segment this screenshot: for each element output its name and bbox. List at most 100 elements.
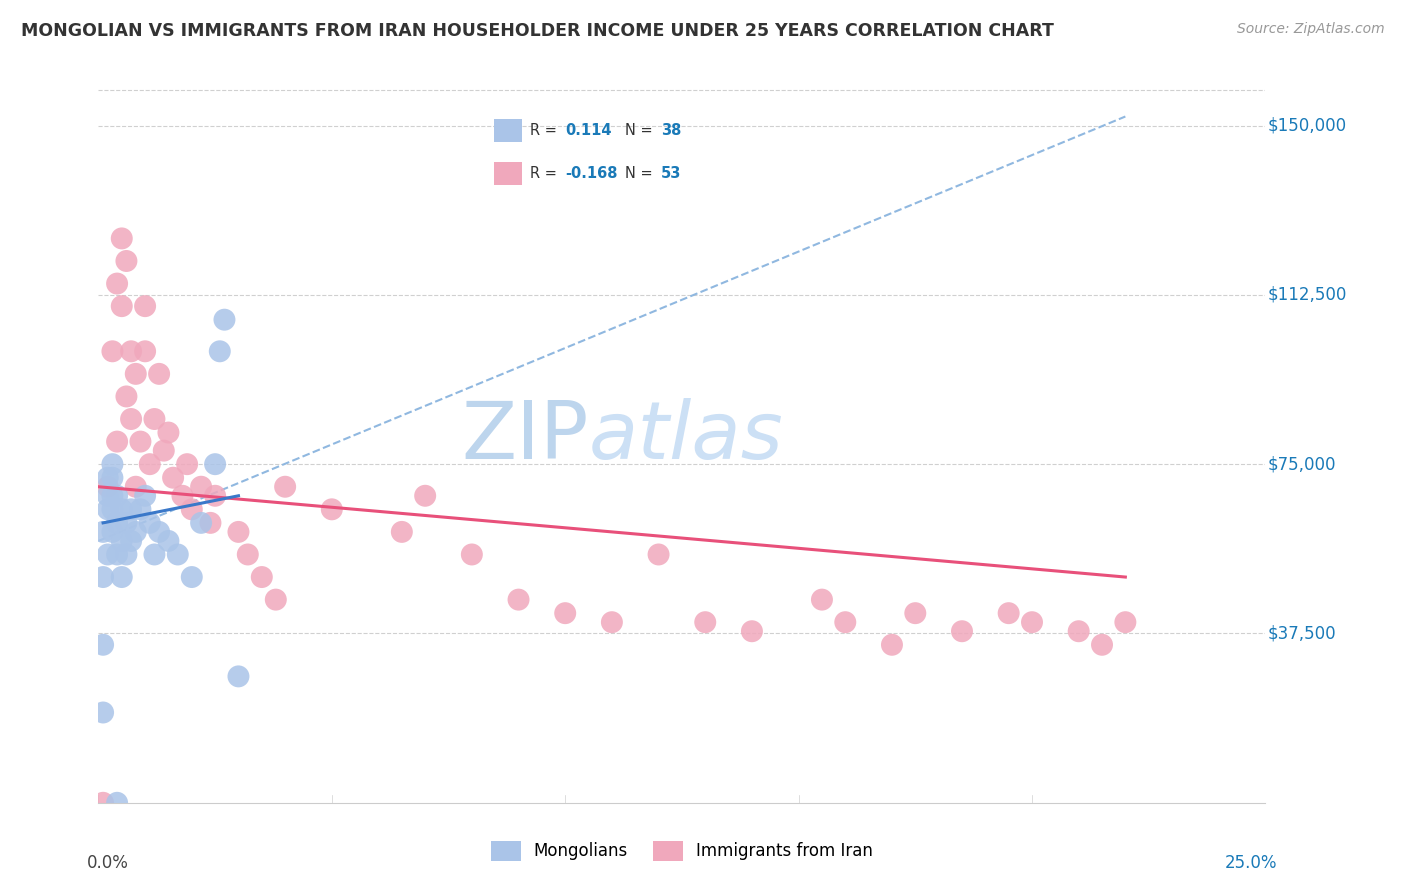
Point: [91, 570, 114, 584]
Point: [250, 570, 273, 584]
Point: [391, 524, 413, 539]
Point: [600, 615, 623, 630]
Point: [111, 502, 134, 516]
Text: 0.0%: 0.0%: [87, 854, 128, 872]
Text: $112,500: $112,500: [1268, 285, 1347, 304]
Point: [101, 502, 124, 516]
Point: [101, 489, 124, 503]
Point: [105, 489, 128, 503]
Point: [129, 502, 152, 516]
Point: [125, 480, 148, 494]
Point: [208, 344, 231, 359]
Point: [264, 592, 287, 607]
Point: [228, 669, 250, 683]
Point: [904, 606, 927, 620]
Point: [129, 434, 152, 449]
Point: [1114, 615, 1136, 630]
Text: 25.0%: 25.0%: [1225, 854, 1277, 872]
Point: [880, 638, 903, 652]
Point: [180, 570, 202, 584]
Point: [115, 254, 138, 268]
Point: [413, 489, 436, 503]
Text: atlas: atlas: [589, 398, 783, 476]
Point: [200, 516, 222, 530]
Point: [125, 524, 148, 539]
Point: [105, 277, 128, 291]
Point: [508, 592, 530, 607]
Legend: Mongolians, Immigrants from Iran: Mongolians, Immigrants from Iran: [484, 834, 880, 868]
Point: [647, 548, 669, 562]
Point: [134, 344, 156, 359]
Point: [97, 471, 120, 485]
Point: [105, 434, 128, 449]
Text: $37,500: $37,500: [1268, 624, 1336, 642]
Text: MONGOLIAN VS IMMIGRANTS FROM IRAN HOUSEHOLDER INCOME UNDER 25 YEARS CORRELATION : MONGOLIAN VS IMMIGRANTS FROM IRAN HOUSEH…: [21, 22, 1054, 40]
Point: [97, 502, 120, 516]
Point: [101, 524, 124, 539]
Point: [162, 471, 184, 485]
Point: [101, 457, 124, 471]
Point: [101, 344, 124, 359]
Point: [91, 796, 114, 810]
Point: [997, 606, 1019, 620]
Text: $150,000: $150,000: [1268, 117, 1347, 135]
Point: [111, 570, 134, 584]
Point: [148, 524, 170, 539]
Point: [554, 606, 576, 620]
Text: Source: ZipAtlas.com: Source: ZipAtlas.com: [1237, 22, 1385, 37]
Point: [461, 548, 484, 562]
Point: [834, 615, 856, 630]
Point: [695, 615, 717, 630]
Point: [120, 412, 142, 426]
Point: [204, 457, 226, 471]
Point: [190, 516, 212, 530]
Point: [190, 480, 212, 494]
Point: [105, 548, 128, 562]
Point: [111, 299, 134, 313]
Point: [157, 533, 180, 548]
Point: [115, 389, 138, 403]
Point: [125, 367, 148, 381]
Point: [180, 502, 202, 516]
Point: [120, 533, 142, 548]
Point: [274, 480, 297, 494]
Point: [139, 457, 162, 471]
Point: [120, 344, 142, 359]
Point: [1021, 615, 1043, 630]
Point: [134, 299, 156, 313]
Point: [148, 367, 170, 381]
Point: [321, 502, 343, 516]
Point: [228, 524, 250, 539]
Point: [97, 489, 120, 503]
Point: [97, 548, 120, 562]
Point: [134, 489, 156, 503]
Point: [741, 624, 763, 639]
Point: [172, 489, 194, 503]
Point: [97, 480, 120, 494]
Point: [115, 516, 138, 530]
Point: [157, 425, 180, 440]
Point: [143, 412, 166, 426]
Point: [176, 457, 198, 471]
Point: [111, 231, 134, 245]
Point: [120, 502, 142, 516]
Point: [214, 312, 236, 326]
Point: [1091, 638, 1114, 652]
Point: [811, 592, 834, 607]
Point: [91, 524, 114, 539]
Point: [1067, 624, 1090, 639]
Point: [950, 624, 973, 639]
Point: [105, 516, 128, 530]
Point: [139, 516, 162, 530]
Point: [101, 471, 124, 485]
Point: [91, 706, 114, 720]
Point: [204, 489, 226, 503]
Point: [143, 548, 166, 562]
Text: ZIP: ZIP: [461, 398, 589, 476]
Point: [91, 638, 114, 652]
Point: [115, 548, 138, 562]
Text: $75,000: $75,000: [1268, 455, 1336, 473]
Point: [105, 796, 128, 810]
Point: [152, 443, 174, 458]
Point: [166, 548, 188, 562]
